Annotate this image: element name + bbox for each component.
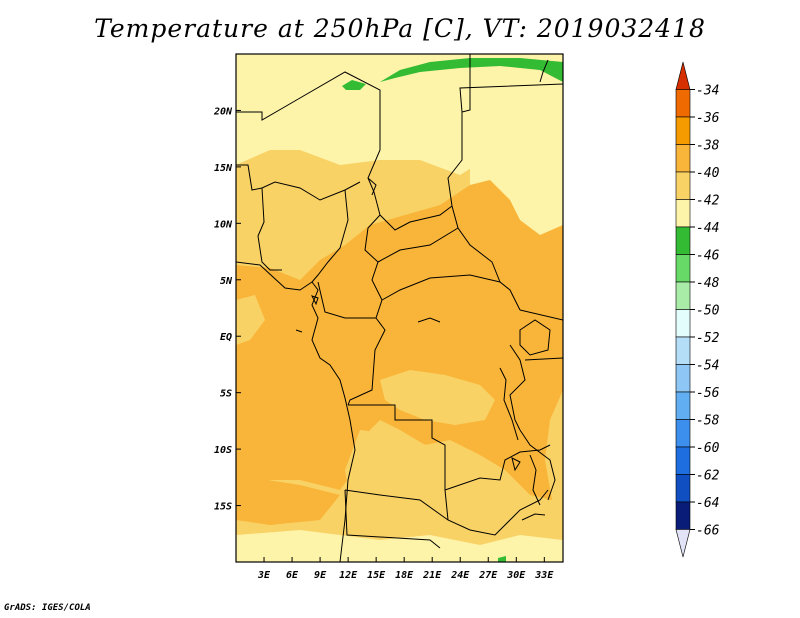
- lake-outline: [311, 295, 319, 306]
- colorbar-swatch: [675, 226, 691, 255]
- x-tick-label: 6E: [286, 570, 299, 581]
- colorbar-label: -64: [696, 496, 719, 511]
- river-outline: [367, 177, 377, 196]
- temperature-field: [236, 54, 563, 562]
- border-line: [236, 164, 361, 201]
- x-tick-label: 12E: [339, 570, 358, 581]
- colorbar-label: -44: [696, 221, 719, 236]
- field-patch-central: [380, 370, 495, 425]
- colorbar-swatch: [675, 391, 691, 420]
- border-line: [377, 227, 459, 263]
- y-tick-label: 5S: [220, 389, 232, 400]
- border-line: [519, 309, 563, 321]
- field-green-speck: [498, 556, 506, 562]
- x-tick-label: 21E: [422, 570, 442, 581]
- y-tick-label: 10S: [214, 445, 232, 456]
- colorbar-swatch: [675, 89, 691, 118]
- border-line: [444, 444, 551, 491]
- colorbar-swatch: [675, 309, 691, 338]
- colorbar-label: -52: [696, 331, 720, 346]
- y-tick-label: 10N: [214, 219, 233, 230]
- lake-outline: [521, 513, 546, 521]
- x-tick-label: 30E: [506, 570, 526, 581]
- border-line: [348, 404, 449, 521]
- x-tick-label: 33E: [534, 570, 554, 581]
- y-tick-label: 20N: [213, 106, 233, 117]
- river-outline: [539, 59, 549, 83]
- border-line: [381, 274, 521, 311]
- colorbar-swatch: [675, 474, 691, 503]
- y-tick-label: 15S: [214, 502, 232, 513]
- colorbar-swatch: [675, 281, 691, 310]
- lake-outline: [417, 317, 441, 323]
- border-line: [519, 429, 556, 501]
- map-frame: [235, 53, 564, 563]
- border-line: [257, 187, 282, 271]
- border-line: [317, 214, 383, 319]
- colorbar-swatch: [675, 199, 691, 228]
- border-line: [447, 54, 501, 283]
- field-patch-west: [236, 295, 265, 345]
- colorbar-label: -48: [696, 276, 720, 291]
- colorbar-label: -60: [696, 441, 720, 456]
- colorbar-swatch: [675, 419, 691, 448]
- colorbar-arrow-top: [675, 61, 691, 90]
- x-tick-label: 9E: [314, 570, 327, 581]
- field-pale-south: [236, 530, 563, 562]
- colorbar-swatch: [675, 144, 691, 173]
- field-band-44-46: [380, 58, 563, 82]
- x-tick-label: 27E: [478, 570, 498, 581]
- colorbar-label: -38: [696, 139, 720, 154]
- y-tick-label: EQ: [220, 332, 232, 343]
- lake-outline: [511, 457, 521, 472]
- border-line: [459, 83, 563, 113]
- x-tick-label: 18E: [395, 570, 414, 581]
- colorbar-arrow-bottom: [675, 529, 691, 558]
- coastline: [236, 261, 356, 562]
- y-tick-label: 15N: [214, 163, 233, 174]
- y-tick-label: 5N: [220, 276, 233, 287]
- field-patch-south: [345, 430, 520, 515]
- colorbar-swatch: [675, 364, 691, 393]
- lake-outline: [529, 454, 541, 506]
- colorbar-label: -56: [696, 386, 720, 401]
- colorbar-swatch: [675, 254, 691, 283]
- colorbar-swatch: [675, 171, 691, 200]
- chart-title: Temperature at 250hPa [C], VT: 201903241…: [94, 14, 706, 43]
- colorbar-swatch: [675, 336, 691, 365]
- x-tick-label: 15E: [367, 570, 386, 581]
- border-line: [379, 205, 453, 231]
- border-line: [524, 357, 563, 361]
- colorbar-label: -58: [696, 414, 720, 429]
- colorbar-label: -62: [696, 469, 720, 484]
- x-tick-label: 3E: [257, 570, 271, 581]
- map-axes: 3E 6E 9E 12E 15E 18E 21E 24E 27E 30E 33E 20N 15N 10N 5…: [213, 106, 554, 581]
- colorbar: -34 -36 -38 -40 -42 -44 -46 -48 -50 -52 -54 -56 -58 -…: [675, 61, 720, 558]
- border-line: [344, 489, 549, 536]
- border-line: [509, 344, 526, 431]
- colorbar-label: -54: [696, 359, 719, 374]
- field-green-blob: [342, 80, 366, 90]
- grads-credit: GrADS: IGES/COLA: [4, 603, 91, 613]
- colorbar-label: -42: [696, 194, 720, 209]
- border-line: [347, 317, 386, 406]
- lake-outline: [499, 367, 519, 441]
- colorbar-swatch: [675, 116, 691, 145]
- colorbar-label: -50: [696, 304, 720, 319]
- colorbar-label: -36: [696, 111, 720, 126]
- colorbar-swatch: [675, 446, 691, 475]
- colorbar-swatch: [675, 501, 691, 530]
- colorbar-label: -66: [696, 524, 720, 539]
- colorbar-label: -40: [696, 166, 720, 181]
- colorbar-label: -46: [696, 249, 720, 264]
- field-orange-sw: [236, 475, 340, 525]
- lake-outline: [519, 319, 551, 356]
- x-tick-label: 24E: [450, 570, 470, 581]
- border-line: [311, 189, 349, 283]
- border-line: [236, 71, 381, 216]
- country-borders: [236, 54, 563, 562]
- colorbar-label: -34: [696, 84, 719, 99]
- lake-outline: [295, 329, 303, 333]
